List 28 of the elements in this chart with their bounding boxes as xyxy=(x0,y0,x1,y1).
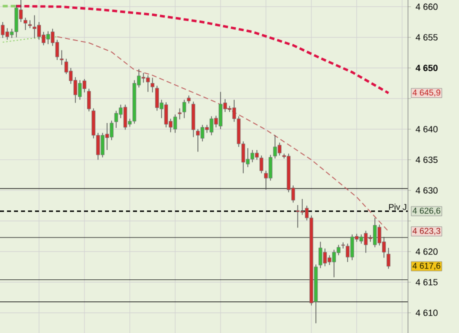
y-tick-label: 4 650 xyxy=(416,64,438,72)
line-series xyxy=(15,4,390,94)
text: 4 626,6 xyxy=(412,208,440,215)
ref-line-label: Piv J xyxy=(389,204,406,210)
candlestick xyxy=(28,20,32,28)
candlestick xyxy=(24,17,28,30)
line-series xyxy=(56,36,389,232)
y-tick-label: 4 610 xyxy=(416,310,438,316)
candlestick xyxy=(150,77,154,93)
y-tick-label: 4 655 xyxy=(416,34,438,41)
candlestick xyxy=(386,248,390,270)
candlestick xyxy=(87,88,91,112)
y-tick-label: 4 620 xyxy=(416,248,438,255)
y-tick-label: 4 630 xyxy=(416,187,438,194)
candlestick xyxy=(60,50,64,66)
text: 4 617,6 xyxy=(412,262,440,270)
candlestick xyxy=(0,22,5,38)
y-tick-label: 4 640 xyxy=(416,126,438,132)
candlestick xyxy=(114,110,118,128)
candlestick xyxy=(260,155,264,174)
candlestick xyxy=(178,108,182,120)
text: 4 623,3 xyxy=(412,228,440,235)
y-tick-label: 4 635 xyxy=(416,156,438,163)
candlestick xyxy=(182,99,186,118)
text: 4 645,9 xyxy=(412,90,440,97)
y-tick-label: 4 615 xyxy=(416,279,438,286)
candlestick xyxy=(296,204,300,228)
y-tick-label: 4 660 xyxy=(416,4,438,10)
